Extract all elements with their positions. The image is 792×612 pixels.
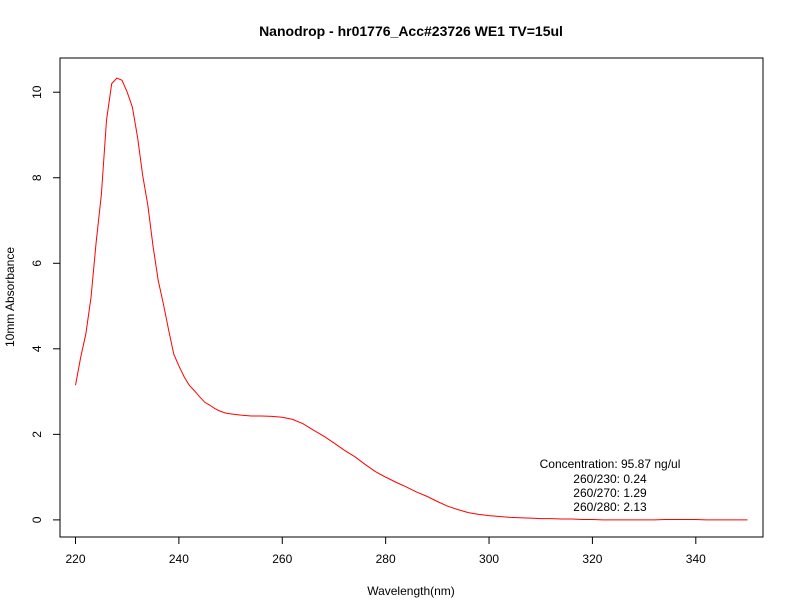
y-tick-label: 4 — [30, 345, 44, 352]
x-axis-label: Wavelength(nm) — [367, 584, 455, 598]
y-tick-label: 6 — [30, 260, 44, 267]
ratio-260-280-text: 260/280: 2.13 — [573, 500, 647, 514]
x-tick-label: 280 — [376, 552, 396, 566]
ratio-260-270-text: 260/270: 1.29 — [573, 486, 647, 500]
y-axis-label: 10mm Absorbance — [3, 247, 17, 347]
x-tick-label: 240 — [169, 552, 189, 566]
y-axis: 0 2 4 6 8 10 — [30, 85, 60, 523]
y-tick-label: 2 — [30, 431, 44, 438]
x-tick-label: 340 — [686, 552, 706, 566]
stats-annotation: Concentration: 95.87 ng/ul 260/230: 0.24… — [540, 457, 681, 514]
x-axis: 220 240 260 280 300 320 340 — [65, 537, 706, 566]
x-tick-label: 300 — [479, 552, 499, 566]
chart-title: Nanodrop - hr01776_Acc#23726 WE1 TV=15ul — [259, 23, 563, 39]
y-tick-label: 10 — [30, 85, 44, 99]
y-tick-label: 0 — [30, 516, 44, 523]
plot-frame — [59, 57, 764, 538]
x-tick-label: 320 — [582, 552, 602, 566]
absorbance-series-line — [75, 77, 748, 521]
x-tick-label: 260 — [272, 552, 292, 566]
concentration-text: Concentration: 95.87 ng/ul — [540, 457, 681, 471]
x-tick-label: 220 — [65, 552, 85, 566]
ratio-260-230-text: 260/230: 0.24 — [573, 472, 647, 486]
y-tick-label: 8 — [30, 174, 44, 181]
